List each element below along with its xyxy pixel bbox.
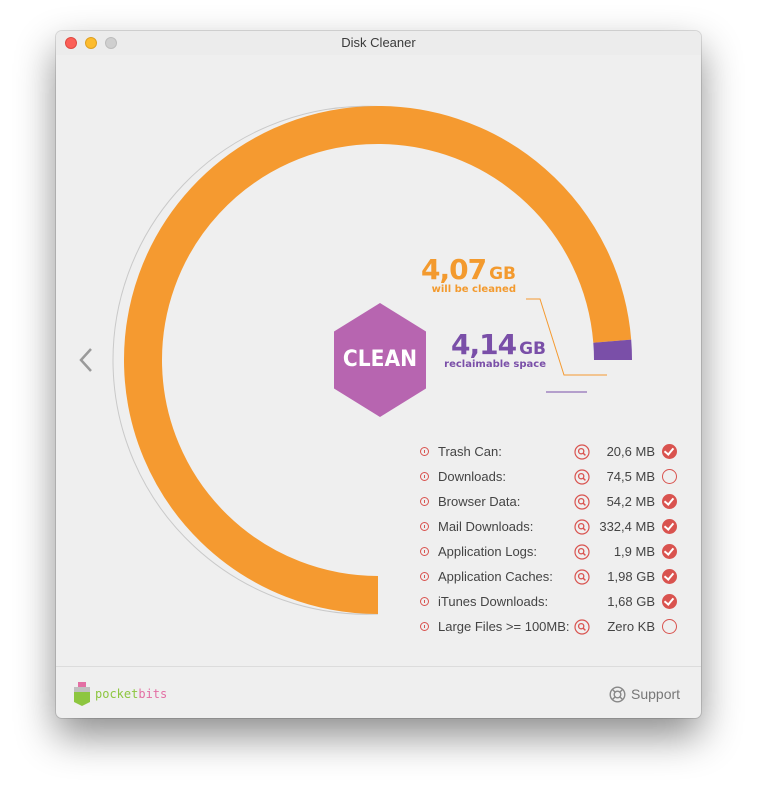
magnifier-icon[interactable] [574,619,590,635]
cleanup-item-row: Mail Downloads: 332,4 MB [420,516,680,541]
cleanup-item-size: 54,2 MB [606,494,655,509]
magnifier-icon[interactable] [574,469,590,485]
gift-box-icon [74,682,90,706]
info-icon[interactable] [420,622,429,631]
logo-text: pocketbits [95,687,167,701]
magnifier-icon[interactable] [574,519,590,535]
cleaned-value: 4,07 [420,253,487,286]
gauge-reclaimable-arc [593,339,632,361]
cleanup-item-name: Browser Data: [438,494,521,509]
magnifier-icon[interactable] [574,544,590,560]
unchecked-checkbox[interactable] [662,619,677,634]
cleanup-item-row: Trash Can: 20,6 MB [420,441,680,466]
reclaim-value: 4,14 [450,328,517,361]
cleanup-item-row: Application Logs: 1,9 MB [420,541,680,566]
cleanup-item-row: Browser Data: 54,2 MB [420,491,680,516]
info-icon[interactable] [420,597,429,606]
disk-gauge [112,105,632,615]
checked-checkbox[interactable] [662,569,677,584]
cleaned-unit: GB [489,264,516,284]
checked-checkbox[interactable] [662,444,677,459]
window-title: Disk Cleaner [341,35,416,50]
cleanup-item-name: Downloads: [438,469,506,484]
cleaned-amount-label: 4,07 GB will be cleaned [386,253,516,295]
cleanup-item-row: Application Caches: 1,98 GB [420,566,680,591]
cleanup-item-size: 20,6 MB [606,444,655,459]
magnifier-icon[interactable] [574,444,590,460]
cleaned-caption: will be cleaned [431,284,516,295]
info-icon[interactable] [420,497,429,506]
cleanup-item-row: Large Files >= 100MB: Zero KB [420,616,680,641]
info-icon[interactable] [420,572,429,581]
close-window-button[interactable] [65,37,77,49]
info-icon[interactable] [420,447,429,456]
cleanup-item-size: 74,5 MB [606,469,655,484]
zoom-window-button[interactable] [105,37,117,49]
support-label: Support [631,686,681,702]
checked-checkbox[interactable] [662,544,677,559]
cleanup-items-list: Trash Can: 20,6 MB Downloads: 74,5 MB Browse… [420,441,680,641]
gauge-cleaned-arc [124,106,632,614]
checked-checkbox[interactable] [662,494,677,509]
info-icon[interactable] [420,522,429,531]
magnifier-icon[interactable] [574,494,590,510]
cleanup-item-size: 332,4 MB [599,519,655,534]
reclaim-caption: reclaimable space [444,359,546,370]
cleanup-item-row: Downloads: 74,5 MB [420,466,680,491]
footer-divider [56,666,701,667]
cleanup-item-row: iTunes Downloads: 1,68 GB [420,591,680,616]
cleanup-item-size: 1,68 GB [607,594,655,609]
cleanup-item-name: Mail Downloads: [438,519,534,534]
info-icon[interactable] [420,547,429,556]
cleanup-item-name: Large Files >= 100MB: [438,619,570,634]
checked-checkbox[interactable] [662,519,677,534]
cleanup-item-size: 1,9 MB [613,544,655,559]
logo-text-pocket: pocket [95,687,139,701]
chevron-left-icon[interactable] [76,345,96,375]
info-icon[interactable] [420,472,429,481]
cleaned-pointer-line [526,298,607,376]
reclaim-unit: GB [519,339,546,359]
cleanup-item-name: Application Logs: [438,544,538,559]
reclaimable-amount-label: 4,14 GB reclaimable space [416,328,546,370]
checked-checkbox[interactable] [662,594,677,609]
title-bar: Disk Cleaner [56,31,701,55]
cleanup-item-size: Zero KB [607,619,655,634]
unchecked-checkbox[interactable] [662,469,677,484]
magnifier-icon[interactable] [574,569,590,585]
cleanup-item-name: Trash Can: [438,444,502,459]
cleanup-item-size: 1,98 GB [607,569,655,584]
lifebuoy-icon [609,686,626,703]
cleanup-item-name: iTunes Downloads: [438,594,549,609]
cleanup-item-name: Application Caches: [438,569,553,584]
minimize-window-button[interactable] [85,37,97,49]
logo-text-bits: bits [138,687,168,701]
app-window: Disk Cleaner 4,07 GB will be cleaned 4,14… [56,31,701,718]
